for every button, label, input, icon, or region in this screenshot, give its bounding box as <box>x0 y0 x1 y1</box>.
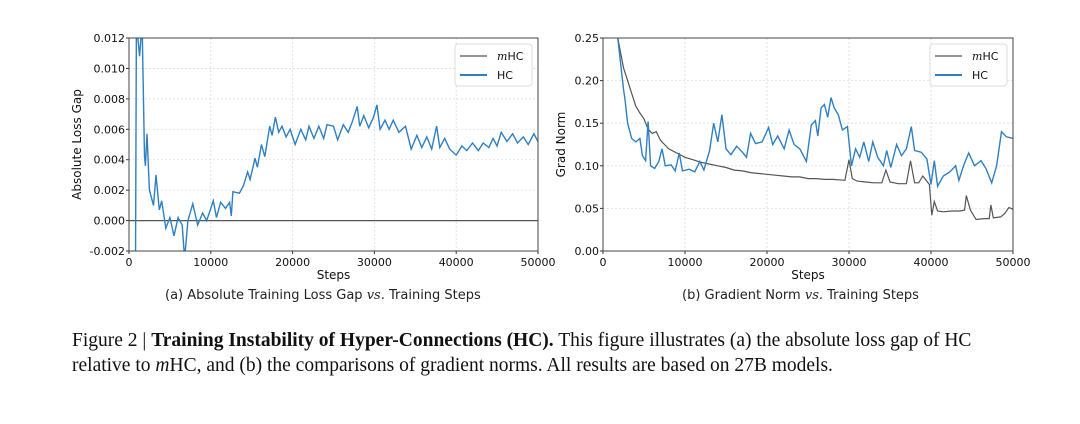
x-axis-label: Steps <box>317 268 351 282</box>
subcaption-a-prefix: (a) Absolute Training Loss Gap <box>165 288 363 303</box>
legend-label-mhc: mHC <box>497 50 524 63</box>
figure-label: Figure 2 | <box>72 330 147 351</box>
x-tick-label: 50000 <box>521 256 556 269</box>
subcaption-a-vs: vs. <box>366 288 385 303</box>
chart-0-group: 0 10000 20000 30000 40000 50000 -0.002 0.000 0.0… <box>70 32 556 282</box>
legend-label-mhc: mHC <box>972 50 999 63</box>
x-tick-label: 50000 <box>996 256 1031 269</box>
caption-m: m <box>155 355 170 376</box>
legend-label-hc: HC <box>972 69 988 82</box>
subcaption-b-prefix: (b) Gradient Norm <box>682 288 801 303</box>
caption-text-1: This figure illustrates (a) the absolute… <box>72 330 972 376</box>
y-tick-label: 0.004 <box>94 154 126 167</box>
caption-text-2: HC, and (b) the comparisons of gradient … <box>169 355 833 376</box>
y-tick-label: 0.002 <box>94 184 126 197</box>
caption-title: Training Instability of Hyper-Connection… <box>151 330 554 351</box>
series-line-hc <box>134 38 538 251</box>
y-axis-label: Absolute Loss Gap <box>70 89 84 200</box>
subcaption-b-suffix: Training Steps <box>827 288 919 303</box>
y-tick-label: 0.15 <box>575 117 600 130</box>
y-tick-label: 0.006 <box>94 123 126 136</box>
y-tick-label: 0.010 <box>94 62 126 75</box>
x-tick-label: 40000 <box>439 256 474 269</box>
x-tick-label: 20000 <box>275 256 310 269</box>
x-tick-label: 40000 <box>914 256 949 269</box>
subcaption-b: (b) Gradient Norm vs. Training Steps <box>682 288 919 303</box>
plot-frame <box>602 37 1014 252</box>
series-line-hc <box>617 38 1013 189</box>
x-tick-label: 20000 <box>750 256 785 269</box>
y-tick-label: 0.008 <box>94 93 126 106</box>
subcaption-b-vs: vs. <box>804 288 823 303</box>
x-tick-label: 30000 <box>832 256 867 269</box>
x-tick-label: 10000 <box>193 256 228 269</box>
y-tick-label: 0.05 <box>575 202 600 215</box>
plot-frame <box>128 37 539 252</box>
y-tick-label: 0.20 <box>575 75 600 88</box>
series-line-mhc <box>617 38 1013 221</box>
chart-1-group: 0 10000 20000 30000 40000 50000 0.00 0.05 0.10 0.… <box>554 32 1031 282</box>
y-tick-label: 0.00 <box>575 245 600 258</box>
x-tick-label: 30000 <box>357 256 392 269</box>
y-tick-label: 0.25 <box>575 32 600 45</box>
y-tick-label: 0.000 <box>94 215 126 228</box>
y-axis-label: Grad Norm <box>554 112 568 178</box>
y-tick-label: -0.002 <box>90 245 125 258</box>
x-tick-label: 0 <box>126 256 133 269</box>
x-tick-label: 0 <box>600 256 607 269</box>
figure-caption: Figure 2 | Training Instability of Hyper… <box>72 328 1032 378</box>
subcaption-a-suffix: Training Steps <box>389 288 481 303</box>
y-tick-label: 0.012 <box>94 32 126 45</box>
subcaption-a: (a) Absolute Training Loss Gap vs. Train… <box>165 288 481 303</box>
x-tick-label: 10000 <box>668 256 703 269</box>
legend-label-hc: HC <box>497 69 513 82</box>
y-tick-label: 0.10 <box>575 160 600 173</box>
x-axis-label: Steps <box>791 268 825 282</box>
